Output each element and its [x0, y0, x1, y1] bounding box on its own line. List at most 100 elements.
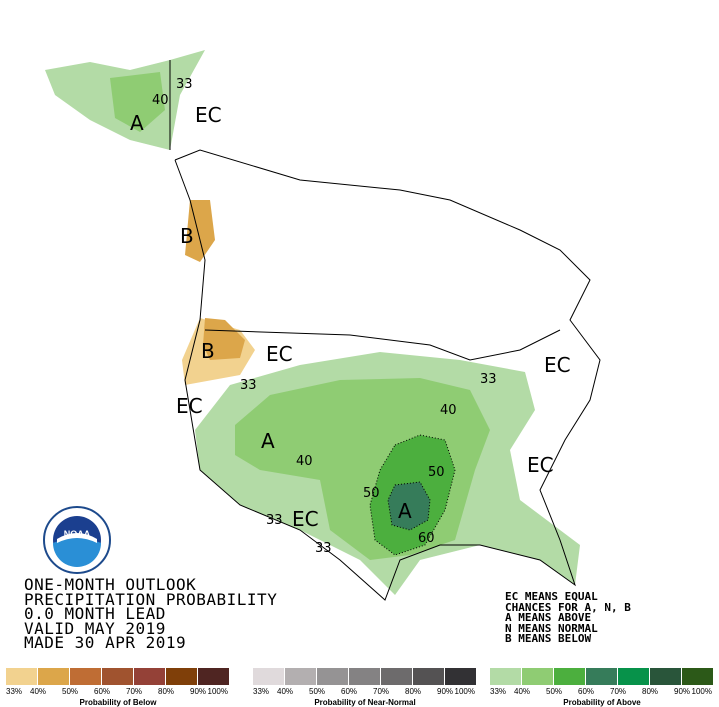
key-line-3: A MEANS ABOVE [505, 611, 592, 624]
key-line-5: B MEANS BELOW [505, 632, 592, 645]
legend-swatch [285, 668, 317, 685]
legend-swatch [38, 668, 70, 685]
noaa-logo-text: NOAA [64, 529, 91, 539]
legend-tick-label: 70% [372, 687, 390, 696]
below-label-oregon: B [201, 339, 215, 363]
legend-tick-label: 90% [189, 687, 207, 696]
legend-swatch [253, 668, 285, 685]
legend-tick-label: 33% [490, 687, 507, 696]
conus-above-60-region [387, 481, 431, 531]
ec-label-new-mexico: EC [292, 507, 319, 531]
legend-tick-label: 70% [609, 687, 627, 696]
legend-tick-label: 50% [545, 687, 563, 696]
legend-swatch [554, 668, 586, 685]
ec-label-southeast: EC [527, 453, 554, 477]
abbreviation-key: EC MEANS EQUAL CHANCES FOR A, N, B A MEA… [505, 590, 631, 645]
legend-tick-label: 50% [61, 687, 79, 696]
title-line-5: MADE 30 APR 2019 [24, 633, 187, 652]
legend-tick-label: 90% [436, 687, 454, 696]
legend-swatch [6, 668, 38, 685]
contour-40-alaska: 40 [152, 93, 169, 108]
legend-title: Probability of Near-Normal [314, 698, 416, 707]
legend-swatch [198, 668, 230, 685]
contour-33-southwest: 33 [266, 513, 283, 528]
title-line-4: VALID MAY 2019 [24, 618, 166, 638]
legend-tick-label: 60% [577, 687, 595, 696]
bc-below-region [185, 200, 215, 262]
contour-40-plains: 40 [296, 454, 313, 469]
title-line-1: ONE-MONTH OUTLOOK [24, 575, 197, 594]
legend-tick-label: 70% [125, 687, 143, 696]
legend-swatch [349, 668, 381, 685]
legend-swatch [166, 668, 198, 685]
legend-swatch [445, 668, 477, 685]
legend-swatches [253, 668, 477, 685]
legend-swatches [490, 668, 714, 685]
legend-tick-label: 50% [308, 687, 326, 696]
key-line-4: N MEANS NORMAL [505, 621, 598, 635]
legend-swatch [413, 668, 445, 685]
contour-40-midwest: 40 [440, 403, 457, 418]
legend-title: Probability of Below [79, 698, 157, 707]
above-label-rockies: A [261, 429, 275, 453]
legend-swatch [134, 668, 166, 685]
outlook-title-block: ONE-MONTH OUTLOOK PRECIPITATION PROBABIL… [24, 575, 278, 652]
key-line-1: EC MEANS EQUAL [505, 590, 598, 603]
legend-tick-label: 40% [513, 687, 531, 696]
legend-near-normal: 33% 40% 50% 60% 70% 80% 90% 100% Probability of … [253, 668, 477, 707]
legend-tick-label: 40% [29, 687, 47, 696]
legend-swatch [586, 668, 618, 685]
legend-tick-label: 60% [93, 687, 111, 696]
contour-33-alaska: 33 [176, 77, 193, 92]
legend-tick-label: 33% [253, 687, 270, 696]
contour-33-west: 33 [240, 378, 257, 393]
legend-swatch [317, 668, 349, 685]
title-line-3: 0.0 MONTH LEAD [24, 604, 166, 623]
legend-title: Probability of Above [563, 698, 641, 707]
legend-tick-label: 80% [157, 687, 175, 696]
legend-swatch [650, 668, 682, 685]
legend-ticks: 33% 40% 50% 60% 70% 80% 90% 100% [253, 685, 477, 697]
ec-label-alaska: EC [195, 103, 222, 127]
legend-tick-label: 33% [6, 687, 23, 696]
legend-swatch [682, 668, 714, 685]
above-label-south: A [398, 499, 412, 523]
legend-below: 33% 40% 50% 60% 70% 80% 90% 100% Probability of … [6, 668, 230, 707]
noaa-logo: NOAA [43, 506, 111, 574]
ec-label-california: EC [176, 394, 203, 418]
oregon-below-region [203, 318, 245, 360]
legend-swatch [490, 668, 522, 685]
legend-tick-label: 60% [340, 687, 358, 696]
borders [169, 60, 601, 601]
legend-ticks: 33% 40% 50% 60% 70% 80% 90% 100% [6, 685, 230, 697]
legend-swatch [381, 668, 413, 685]
above-label-alaska: A [130, 111, 144, 135]
ec-label-northeast: EC [544, 353, 571, 377]
legend-tick-label: 100% [207, 687, 228, 696]
map-labels: EC A 40 33 B B 33 EC EC A 40 33 EC 33 50… [130, 77, 571, 556]
legend-swatch [102, 668, 134, 685]
contour-33-texas: 33 [315, 541, 332, 556]
legend-ticks: 33% 40% 50% 60% 70% 80% 90% 100% [490, 685, 714, 697]
contour-60: 60 [418, 531, 435, 546]
legend-swatches [6, 668, 230, 685]
legend-swatch [522, 668, 554, 685]
ec-label-idaho: EC [266, 342, 293, 366]
legend-tick-label: 40% [276, 687, 294, 696]
title-line-2: PRECIPITATION PROBABILITY [24, 589, 278, 609]
alaska-40-region [110, 72, 165, 132]
legend-swatch [70, 668, 102, 685]
contour-50-east: 50 [428, 465, 445, 480]
contour-50-west: 50 [363, 486, 380, 501]
below-label-bc: B [180, 224, 194, 248]
legend-tick-label: 100% [454, 687, 475, 696]
legend-above: 33% 40% 50% 60% 70% 80% 90% 100% Probability of … [490, 668, 714, 707]
key-line-2: CHANCES FOR A, N, B [505, 600, 631, 614]
legend-swatch [618, 668, 650, 685]
contour-33-greatlakes: 33 [480, 372, 497, 387]
legend-tick-label: 80% [404, 687, 422, 696]
legend-tick-label: 80% [641, 687, 659, 696]
legend-tick-label: 100% [691, 687, 712, 696]
